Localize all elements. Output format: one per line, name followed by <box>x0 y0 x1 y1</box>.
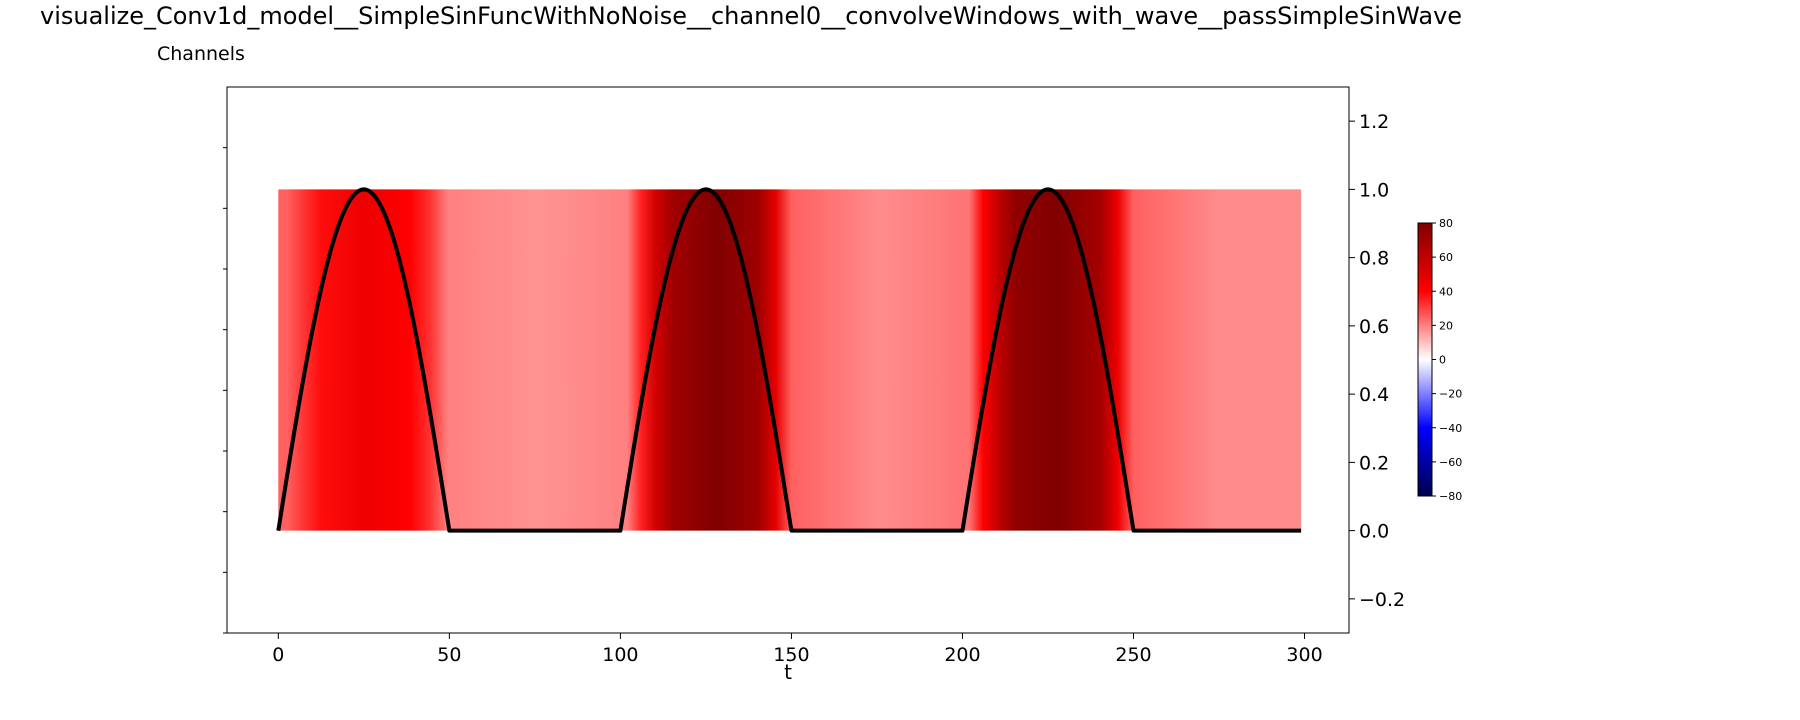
x-tick-label: 0 <box>272 644 284 666</box>
x-tick-label: 200 <box>944 644 980 666</box>
heatmap-band <box>278 189 1302 531</box>
colorbar-tick-label: −60 <box>1439 456 1462 469</box>
y-tick-label: 0.0 <box>1359 521 1389 543</box>
y-tick-label: 0.6 <box>1359 316 1389 338</box>
x-tick-label: 100 <box>602 644 638 666</box>
colorbar-tick-label: 60 <box>1439 251 1453 264</box>
y-tick-label: 1.2 <box>1359 111 1389 133</box>
colorbar-tick-label: 20 <box>1439 319 1453 332</box>
chart-title: visualize_Conv1d_model__SimpleSinFuncWit… <box>40 2 1463 30</box>
x-axis-label: t <box>784 660 792 684</box>
y-tick-label: 1.0 <box>1359 179 1389 201</box>
colorbar-tick-label: 80 <box>1439 217 1453 230</box>
colorbar-tick-label: −80 <box>1439 490 1462 503</box>
x-tick-label: 150 <box>773 644 809 666</box>
colorbar-tick-label: 0 <box>1439 354 1446 367</box>
x-tick-label: 300 <box>1286 644 1322 666</box>
x-tick-label: 250 <box>1115 644 1151 666</box>
y-tick-label: 0.4 <box>1359 384 1389 406</box>
colorbar: 80 60 40 20 0 −20 −40 −60 −80 <box>1417 217 1462 503</box>
x-tick-label: 50 <box>437 644 461 666</box>
colorbar-tick-label: −40 <box>1439 422 1462 435</box>
y-tick-label: 0.2 <box>1359 452 1389 474</box>
colorbar-bar <box>1417 222 1433 497</box>
y-tick-label: −0.2 <box>1359 589 1405 611</box>
colorbar-tick-label: −20 <box>1439 388 1462 401</box>
plot-area: 0 50 100 150 200 250 300 t −0.2 0.0 0.2 0.4 0.6 0.8 1.… <box>223 86 1405 684</box>
series-line <box>276 187 1302 533</box>
chart-subtitle: Channels <box>157 43 245 65</box>
y-tick-label: 0.8 <box>1359 248 1389 270</box>
colorbar-tick-label: 40 <box>1439 285 1453 298</box>
plot-frame <box>226 86 1350 634</box>
